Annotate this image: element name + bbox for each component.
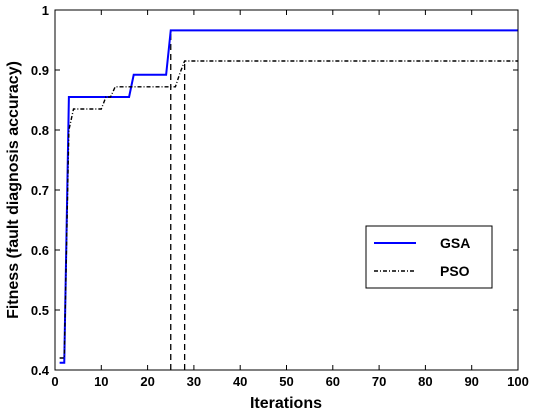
x-tick-label: 100 bbox=[507, 374, 529, 389]
legend-label-pso: PSO bbox=[440, 263, 470, 279]
y-tick-label: 0.9 bbox=[31, 63, 49, 78]
x-tick-label: 90 bbox=[464, 374, 478, 389]
y-tick-label: 1 bbox=[42, 3, 49, 18]
x-axis: 0 10 20 30 40 50 60 70 80 90 100 bbox=[51, 10, 529, 389]
y-tick-label: 0.4 bbox=[31, 363, 50, 378]
y-tick-label: 0.5 bbox=[31, 303, 49, 318]
y-tick-label: 0.7 bbox=[31, 183, 49, 198]
legend-label-gsa: GSA bbox=[440, 235, 470, 251]
series-layer bbox=[59, 29, 518, 364]
x-tick-label: 70 bbox=[372, 374, 386, 389]
x-tick-label: 0 bbox=[51, 374, 58, 389]
x-tick-label: 80 bbox=[418, 374, 432, 389]
x-tick-label: 60 bbox=[326, 374, 340, 389]
plot-background bbox=[55, 10, 518, 370]
y-axis: 0.4 0.5 0.6 0.7 0.8 0.9 1 bbox=[31, 3, 518, 378]
x-tick-label: 10 bbox=[94, 374, 108, 389]
series-line-pso bbox=[59, 60, 518, 359]
x-tick-label: 40 bbox=[233, 374, 247, 389]
legend-box bbox=[365, 225, 493, 289]
legend: GSA PSO bbox=[365, 225, 493, 289]
x-axis-title: Iterations bbox=[250, 395, 322, 412]
x-tick-label: 50 bbox=[279, 374, 293, 389]
x-tick-label: 30 bbox=[187, 374, 201, 389]
y-tick-label: 0.8 bbox=[31, 123, 49, 138]
x-tick-label: 20 bbox=[140, 374, 154, 389]
y-axis-title: Fitness (fault diagnosis accuracy) bbox=[5, 61, 22, 319]
series-line-gsa bbox=[59, 29, 518, 364]
y-tick-label: 0.6 bbox=[31, 243, 49, 258]
